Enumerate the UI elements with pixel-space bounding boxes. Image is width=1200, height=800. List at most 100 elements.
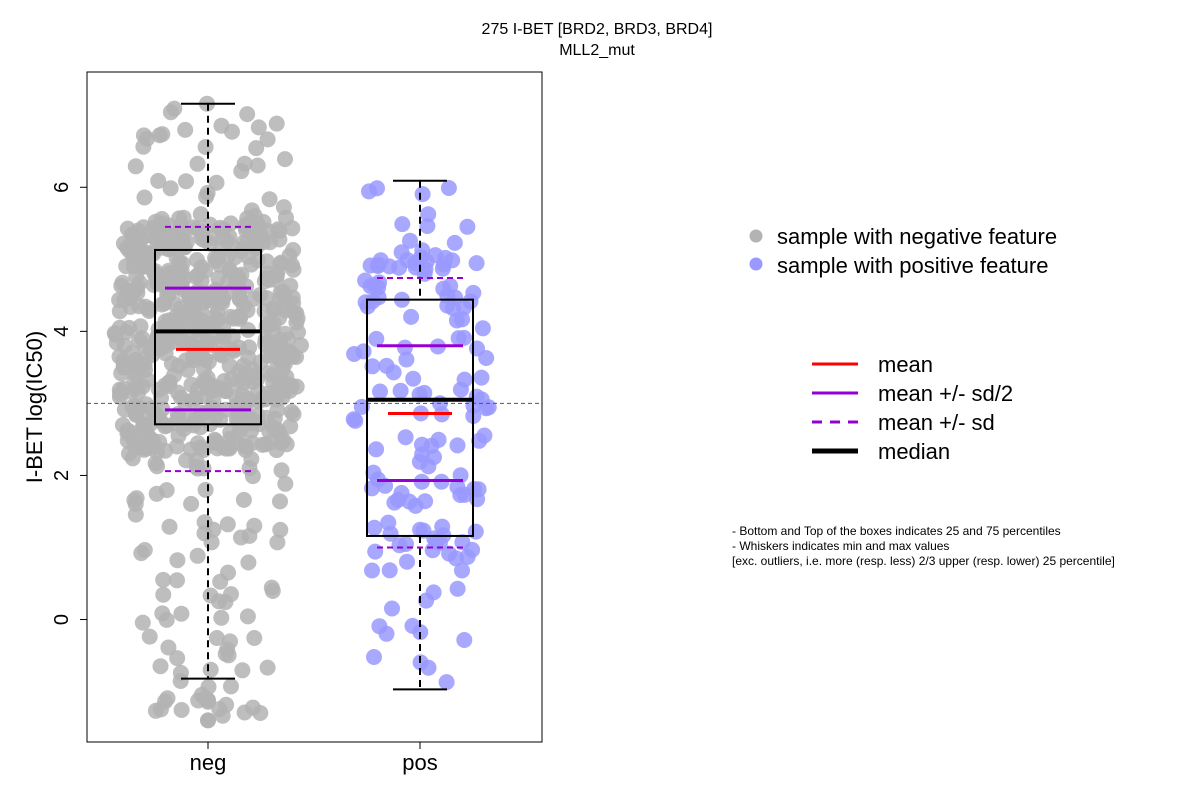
data-point	[115, 380, 132, 397]
data-point	[268, 115, 285, 132]
data-point	[223, 586, 239, 603]
data-point	[368, 441, 385, 458]
data-point	[131, 274, 148, 291]
data-point	[177, 121, 194, 138]
data-point	[456, 329, 472, 346]
data-point	[290, 324, 306, 341]
data-point	[255, 214, 272, 230]
data-point	[169, 552, 186, 569]
legend: sample with negative feature sample with…	[749, 224, 1057, 464]
data-point	[357, 294, 374, 311]
data-point	[480, 399, 497, 416]
legend-pos-label: sample with positive feature	[777, 253, 1048, 278]
data-point	[212, 573, 229, 590]
data-point	[200, 334, 217, 351]
data-point	[193, 272, 210, 289]
pos-box	[366, 298, 474, 537]
data-point	[261, 423, 278, 440]
data-point	[178, 173, 194, 190]
data-point	[392, 382, 409, 399]
data-point	[135, 416, 152, 433]
data-point	[454, 562, 470, 579]
data-point	[219, 516, 236, 533]
data-point	[156, 295, 173, 312]
data-point	[273, 462, 290, 479]
data-point	[184, 302, 201, 319]
data-point	[405, 370, 422, 387]
chart-subtitle: MLL2_mut	[559, 42, 635, 59]
data-point	[355, 343, 372, 360]
data-point	[277, 475, 294, 492]
note-line-2: - Whiskers indicates min and max values	[732, 539, 950, 553]
data-point	[465, 284, 482, 301]
data-point	[248, 140, 265, 157]
data-point	[418, 253, 435, 270]
data-point	[270, 221, 287, 238]
data-point	[172, 217, 189, 234]
data-point	[420, 206, 437, 223]
data-point	[173, 702, 190, 718]
data-point	[171, 263, 188, 280]
data-point	[261, 191, 278, 208]
data-point	[225, 310, 242, 327]
data-point	[187, 411, 204, 428]
data-point	[160, 226, 177, 243]
data-point	[398, 351, 415, 368]
data-point	[476, 427, 493, 444]
legend-neg-marker	[749, 229, 763, 243]
y-tick-label-1: 2	[51, 470, 73, 481]
data-point	[454, 534, 471, 551]
data-point	[417, 493, 434, 510]
data-point	[231, 289, 248, 306]
data-point	[192, 439, 209, 456]
data-point	[246, 517, 263, 534]
data-point	[159, 690, 176, 707]
data-point	[399, 553, 415, 570]
data-point	[365, 464, 382, 481]
data-point	[259, 131, 276, 148]
data-point	[223, 678, 239, 695]
data-point	[469, 340, 485, 357]
data-point	[127, 496, 144, 512]
data-point	[285, 261, 302, 278]
data-point	[154, 126, 171, 143]
data-point	[470, 481, 487, 498]
data-point	[196, 525, 213, 542]
data-point	[367, 543, 384, 560]
data-point	[446, 234, 463, 251]
data-point	[241, 339, 258, 356]
data-point	[183, 376, 200, 393]
data-point	[364, 562, 380, 579]
data-point	[391, 537, 408, 554]
data-point	[261, 365, 278, 382]
data-point	[166, 100, 183, 117]
data-point	[368, 330, 385, 347]
y-tick-label-3: 6	[51, 182, 73, 193]
data-point	[243, 256, 260, 273]
data-point	[136, 189, 153, 206]
data-point	[269, 534, 286, 551]
figure-notes: - Bottom and Top of the boxes indicates …	[732, 524, 1115, 569]
data-point	[189, 155, 206, 172]
data-point	[361, 183, 377, 200]
data-point	[364, 358, 381, 375]
data-point	[285, 242, 302, 258]
data-point	[141, 628, 158, 645]
data-point	[260, 333, 277, 350]
data-point	[218, 383, 235, 400]
data-point	[275, 199, 292, 216]
data-point	[277, 151, 293, 168]
y-axis-label: I-BET log(IC50)	[22, 331, 47, 483]
data-point	[353, 398, 370, 415]
data-point	[396, 339, 413, 356]
data-point	[126, 380, 143, 397]
data-point	[473, 369, 490, 386]
data-point	[219, 641, 236, 658]
data-point	[125, 258, 142, 275]
data-point	[169, 572, 185, 589]
data-point	[213, 609, 230, 626]
data-point	[189, 220, 206, 237]
data-point	[459, 548, 476, 565]
data-point	[250, 119, 267, 136]
data-point	[438, 674, 455, 691]
